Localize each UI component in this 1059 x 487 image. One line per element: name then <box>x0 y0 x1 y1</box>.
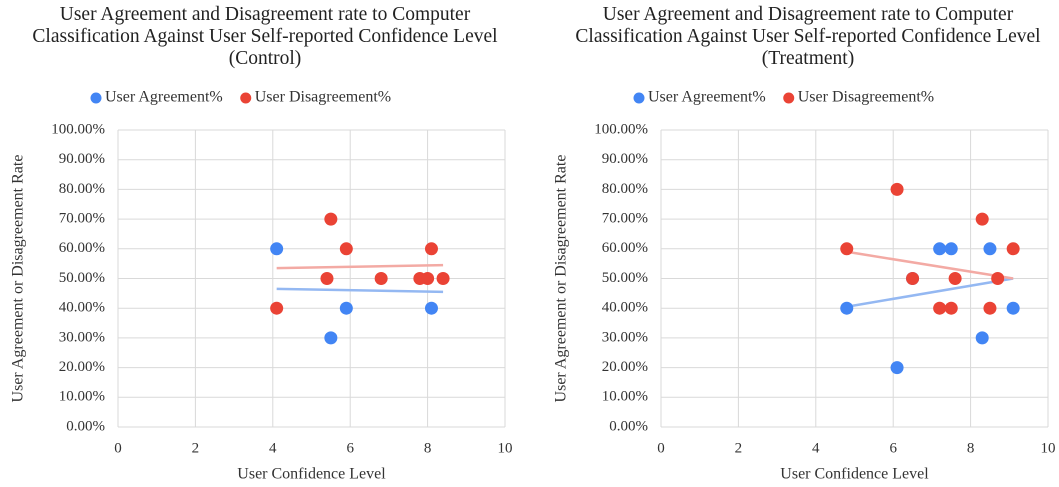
y-tick-label: 80.00% <box>59 181 105 197</box>
data-point <box>374 272 388 285</box>
data-point <box>944 301 958 315</box>
x-tick-label: 8 <box>424 440 432 456</box>
y-tick-label: 70.00% <box>602 211 648 227</box>
data-point <box>840 301 854 315</box>
data-point <box>339 242 353 256</box>
y-tick-label: 90.00% <box>602 151 648 167</box>
data-point <box>983 301 997 315</box>
x-tick-label: 4 <box>269 440 277 456</box>
data-point <box>906 272 920 285</box>
data-point <box>890 182 904 196</box>
data-point <box>424 301 438 315</box>
y-tick-label: 20.00% <box>59 359 105 375</box>
data-point <box>991 272 1005 285</box>
data-point <box>324 212 338 226</box>
y-tick-label: 50.00% <box>602 270 648 286</box>
chart-title: User Agreement and Disagreement rate to … <box>575 4 1041 69</box>
data-point <box>948 272 962 285</box>
legend-label: User Disagreement% <box>255 89 391 106</box>
y-tick-label: 10.00% <box>59 389 105 405</box>
data-point <box>944 242 958 256</box>
y-tick-label: 50.00% <box>59 270 105 286</box>
data-point <box>424 242 438 256</box>
y-tick-label: 60.00% <box>59 240 105 256</box>
y-tick-label: 70.00% <box>59 211 105 227</box>
trendline <box>276 263 444 270</box>
data-point <box>324 331 338 345</box>
y-tick-label: 30.00% <box>59 329 105 345</box>
x-tick-label: 0 <box>657 440 665 456</box>
y-tick-label: 20.00% <box>602 359 648 375</box>
y-axis-label: User Agreement or Disagreement Rate <box>10 155 27 403</box>
chart-title: User Agreement and Disagreement rate to … <box>32 4 498 69</box>
y-tick-label: 40.00% <box>602 300 648 316</box>
data-point <box>840 242 854 256</box>
chart: 0.00% 10.00% 20.00% 30.00% 40.00% 50.00% 60.00… <box>553 89 1056 483</box>
chart-panel: 0.00% 10.00% 20.00% 30.00% 40.00% 50.00% 60.00… <box>543 0 1059 487</box>
x-tick-label: 2 <box>192 440 200 456</box>
x-tick-label: 10 <box>1041 440 1056 456</box>
trendline <box>846 277 1014 308</box>
x-tick-label: 8 <box>967 440 975 456</box>
chart: 0.00% 10.00% 20.00% 30.00% 40.00% 50.00% 60.00… <box>10 89 513 483</box>
data-point <box>933 301 947 315</box>
x-tick-label: 6 <box>889 440 897 456</box>
legend-marker <box>783 92 795 104</box>
legend-marker <box>240 92 252 104</box>
y-tick-label: 0.00% <box>609 418 648 434</box>
trendline <box>846 250 1014 280</box>
data-point <box>270 301 284 315</box>
y-axis-label: User Agreement or Disagreement Rate <box>553 155 570 403</box>
x-axis-label: User Confidence Level <box>237 466 386 483</box>
legend-marker <box>633 92 645 104</box>
legend-label: User Agreement% <box>105 89 223 106</box>
data-point <box>320 272 334 285</box>
chart-panel: 0.00% 10.00% 20.00% 30.00% 40.00% 50.00% 60.00… <box>10 4 513 483</box>
y-tick-label: 100.00% <box>51 121 105 137</box>
x-tick-label: 0 <box>114 440 122 456</box>
data-point <box>270 242 284 256</box>
legend-label: User Disagreement% <box>798 89 934 106</box>
data-point <box>975 331 989 345</box>
data-point <box>421 272 435 285</box>
x-tick-label: 2 <box>735 440 743 456</box>
legend-label: User Agreement% <box>648 89 766 106</box>
legend-marker <box>90 92 102 104</box>
x-tick-label: 10 <box>498 440 513 456</box>
y-tick-label: 10.00% <box>602 389 648 405</box>
data-point <box>983 242 997 256</box>
data-point <box>890 361 904 375</box>
data-point <box>975 212 989 226</box>
x-tick-label: 4 <box>812 440 820 456</box>
trendline <box>276 287 444 294</box>
y-tick-label: 60.00% <box>602 240 648 256</box>
y-tick-label: 90.00% <box>59 151 105 167</box>
y-tick-label: 30.00% <box>602 329 648 345</box>
x-axis-label: User Confidence Level <box>780 466 929 483</box>
x-tick-label: 6 <box>346 440 354 456</box>
y-tick-label: 0.00% <box>66 418 105 434</box>
y-tick-label: 40.00% <box>59 300 105 316</box>
y-tick-label: 80.00% <box>602 181 648 197</box>
data-point <box>339 301 353 315</box>
data-point <box>436 272 450 285</box>
data-point <box>1006 242 1020 256</box>
y-tick-label: 100.00% <box>594 121 648 137</box>
data-point <box>933 242 947 256</box>
data-point <box>1006 301 1020 315</box>
